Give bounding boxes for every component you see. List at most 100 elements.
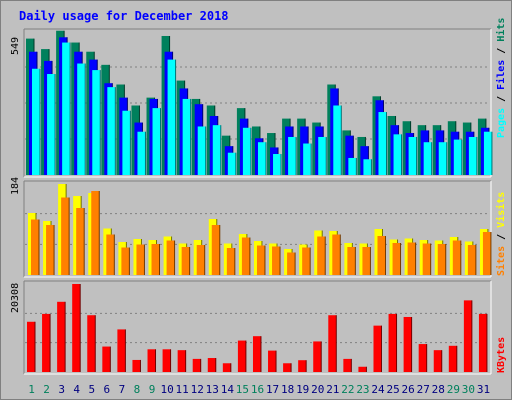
day-label-24: 24 (371, 383, 385, 396)
top-panel (23, 28, 493, 178)
hits-legend-text: Hits (495, 18, 507, 42)
day-label-12: 12 (191, 383, 204, 396)
kbytes-bar-day-25 (388, 313, 397, 372)
kbytes-bar-day-3 (57, 301, 66, 372)
chart-panels (23, 28, 493, 375)
pages-bar-day-20 (318, 136, 327, 175)
sites-bar-day-10 (166, 240, 175, 275)
kbytes-bar-day-8 (132, 359, 141, 372)
files-legend-text: Files (495, 60, 507, 90)
pages-bar-day-6 (107, 87, 116, 175)
day-label-4: 4 (73, 383, 80, 396)
day-label-14: 14 (221, 383, 235, 396)
day-label-28: 28 (432, 383, 445, 396)
day-label-30: 30 (462, 383, 475, 396)
kbytes-bar-day-10 (162, 349, 171, 372)
sites-bar-day-31 (482, 232, 491, 275)
kbytes-bar-day-20 (313, 341, 322, 372)
pages-bar-day-10 (167, 59, 176, 175)
x-axis-day-labels: 1 2 3 4 5 6 7 8 9 10 11 12 13 14 15 16 17 18 19 20 21 22 23 24 2… (28, 383, 490, 396)
kbytes-bar-day-30 (463, 300, 472, 372)
legend-separator: / (496, 42, 507, 60)
sites-bar-day-15 (241, 237, 250, 275)
sites-bar-day-16 (256, 245, 265, 275)
kbytes-bar-day-24 (373, 325, 382, 372)
sites-bar-day-14 (226, 248, 235, 275)
kbytes-bar-day-21 (328, 315, 337, 372)
sites-bar-day-23 (362, 247, 371, 275)
top-y-max-label: 549 (10, 37, 21, 55)
pages-bar-day-5 (92, 70, 101, 175)
pages-bar-day-3 (62, 42, 71, 175)
kbytes-bar-day-5 (87, 315, 96, 372)
day-label-27: 27 (417, 383, 430, 396)
day-label-23: 23 (356, 383, 369, 396)
pages-bar-day-18 (288, 136, 297, 175)
sites-bar-day-28 (437, 244, 446, 275)
sites-bar-day-27 (422, 243, 431, 275)
sites-bar-day-4 (76, 208, 85, 275)
sites-bar-day-21 (332, 234, 341, 275)
sites-bar-day-7 (121, 247, 130, 275)
day-label-13: 13 (206, 383, 219, 396)
kbytes-bar-day-1 (27, 321, 35, 372)
pages-bar-day-13 (212, 125, 221, 175)
kbytes-bar-day-18 (283, 363, 292, 372)
sites-bar-day-26 (407, 242, 416, 275)
kbytes-bar-day-23 (358, 366, 367, 372)
day-label-9: 9 (149, 383, 156, 396)
day-label-10: 10 (160, 383, 173, 396)
day-label-18: 18 (281, 383, 294, 396)
sites-bar-day-25 (392, 243, 401, 275)
pages-legend-text: Pages (496, 108, 507, 138)
middle-y-max-label: 184 (10, 177, 21, 195)
day-label-7: 7 (119, 383, 126, 396)
day-label-15: 15 (236, 383, 249, 396)
kbytes-bar-day-7 (117, 329, 126, 372)
day-label-11: 11 (176, 383, 189, 396)
legend-separator: / (496, 228, 507, 246)
sites-bar-day-5 (91, 191, 100, 275)
day-label-25: 25 (386, 383, 399, 396)
pages-bar-day-21 (333, 105, 342, 175)
bottom-panel (23, 280, 492, 375)
pages-bar-day-17 (273, 154, 282, 175)
kbytes-bar-day-26 (403, 316, 412, 372)
kbytes-bar-day-27 (418, 344, 427, 372)
pages-bar-day-14 (227, 152, 236, 175)
day-label-1: 1 (28, 383, 35, 396)
kbytes-bar-day-2 (42, 313, 51, 372)
kbytes-bar-day-19 (298, 360, 307, 372)
day-label-20: 20 (311, 383, 324, 396)
kbytes-bar-day-29 (448, 345, 457, 372)
pages-bar-day-2 (47, 74, 56, 175)
kbytes-bar-day-22 (343, 358, 352, 372)
kbytes-legend-text: KBytes (496, 337, 507, 373)
middle-legend-label: Sites / Visits (495, 192, 507, 276)
pages-bar-day-16 (257, 142, 266, 175)
visits-legend-text: Visits (495, 192, 507, 228)
pages-bar-day-1 (32, 68, 40, 175)
pages-bar-day-15 (242, 127, 251, 175)
pages-bar-day-31 (483, 131, 492, 175)
kbytes-bar-day-14 (222, 363, 231, 372)
pages-bar-day-25 (393, 134, 402, 175)
pages-bar-day-9 (152, 108, 161, 175)
sites-bar-day-2 (46, 225, 55, 275)
sites-bar-day-11 (181, 247, 190, 275)
pages-bar-day-4 (77, 63, 86, 175)
sites-bar-day-29 (452, 240, 461, 275)
sites-bar-day-1 (31, 219, 39, 275)
day-label-8: 8 (134, 383, 141, 396)
sites-bar-day-20 (317, 236, 326, 275)
kbytes-bar-day-13 (207, 358, 216, 372)
kbytes-bar-day-9 (147, 349, 156, 372)
sites-bar-day-18 (287, 252, 296, 275)
chart-title: Daily usage for December 2018 (19, 9, 229, 23)
sites-bar-day-24 (377, 236, 386, 275)
kbytes-bar-day-12 (192, 358, 201, 372)
kbytes-bar-day-31 (478, 313, 487, 372)
sites-bar-day-6 (106, 234, 115, 275)
pages-bar-day-22 (348, 157, 357, 175)
kbytes-bar-day-28 (433, 350, 442, 372)
